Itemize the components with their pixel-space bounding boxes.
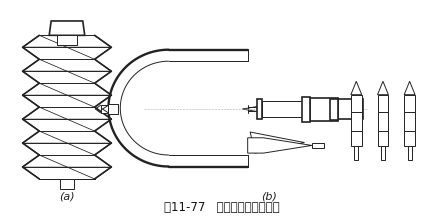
Polygon shape xyxy=(404,112,415,131)
Text: (a): (a) xyxy=(59,191,75,201)
Polygon shape xyxy=(57,35,77,45)
Polygon shape xyxy=(381,146,385,160)
Polygon shape xyxy=(351,112,362,131)
Polygon shape xyxy=(310,98,337,120)
Polygon shape xyxy=(262,101,310,117)
Polygon shape xyxy=(23,35,111,179)
Polygon shape xyxy=(312,143,324,148)
Polygon shape xyxy=(354,146,358,160)
Polygon shape xyxy=(404,95,415,112)
Polygon shape xyxy=(60,179,74,189)
Polygon shape xyxy=(49,21,85,35)
Polygon shape xyxy=(404,81,415,95)
Polygon shape xyxy=(108,104,118,114)
Polygon shape xyxy=(377,95,388,112)
Polygon shape xyxy=(351,81,362,95)
Polygon shape xyxy=(404,131,415,146)
Text: 图11-77   螺纹百分尺测量中径: 图11-77 螺纹百分尺测量中径 xyxy=(164,201,280,214)
Polygon shape xyxy=(351,131,362,146)
Polygon shape xyxy=(377,81,388,95)
Polygon shape xyxy=(377,131,388,146)
Text: (b): (b) xyxy=(262,191,278,201)
Polygon shape xyxy=(100,105,108,113)
Polygon shape xyxy=(257,99,262,119)
Polygon shape xyxy=(329,99,337,120)
Polygon shape xyxy=(248,138,312,153)
Polygon shape xyxy=(377,112,388,131)
Polygon shape xyxy=(337,99,363,119)
Polygon shape xyxy=(408,146,412,160)
Polygon shape xyxy=(302,97,310,122)
Polygon shape xyxy=(351,95,362,112)
Polygon shape xyxy=(250,132,305,153)
